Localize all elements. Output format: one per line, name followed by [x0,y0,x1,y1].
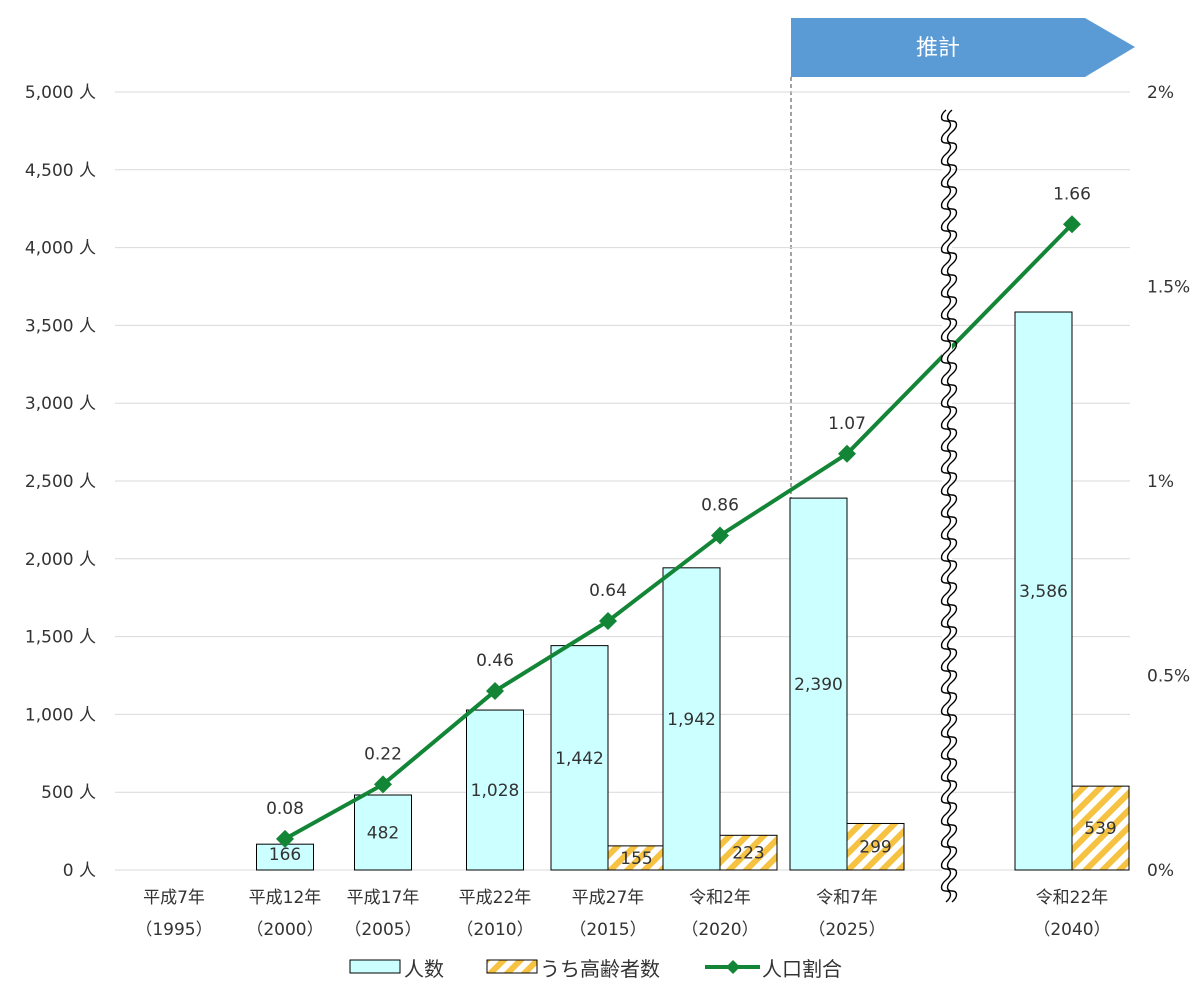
bar-ninzu-label: 1,442 [555,749,604,769]
x-category-year: （2010） [456,920,533,940]
x-category-year: （2020） [681,920,758,940]
line-label: 0.08 [266,799,304,819]
legend-label-ninzu: 人数 [404,957,444,981]
line-marker [486,682,504,701]
x-category-year: （2005） [344,920,421,940]
bar-ninzu [550,645,609,871]
line-marker [276,829,294,848]
bar-koreisha [846,822,905,871]
x-category-label: 令和7年 [816,888,878,908]
x-category-label: 平成27年 [572,888,645,908]
y-right-tick-label: 1% [1147,472,1174,492]
bar-ninzu [256,843,314,871]
line-label: 0.22 [364,744,402,764]
bar-koreisha-label: 155 [620,849,652,869]
x-category-label: 令和22年 [1036,888,1109,908]
x-category-label: 平成22年 [459,888,532,908]
y-right-tick-label: 0% [1147,861,1174,881]
x-category-year: （2040） [1033,920,1110,940]
y-left-tick-label: 500 人 [41,783,96,803]
x-category-year: （2015） [569,920,646,940]
line-marker [374,775,392,794]
legend-swatch-ninzu [349,959,401,974]
y-left-tick-label: 5,000 人 [25,83,96,103]
x-category-year: （2000） [246,920,323,940]
line-label: 0.46 [476,651,514,671]
bar-koreisha-label: 299 [859,838,891,858]
y-left-tick-label: 4,500 人 [25,161,96,181]
y-left-tick-label: 1,000 人 [25,705,96,725]
bar-ninzu [662,567,721,871]
bar-ninzu [354,794,412,871]
bar-koreisha [607,845,666,871]
x-category-year: （2025） [808,920,885,940]
y-left-tick-label: 1,500 人 [25,628,96,648]
line-label: 0.86 [701,495,739,515]
line-marker [838,444,856,463]
x-category-label: 平成12年 [249,888,322,908]
bar-koreisha [719,834,778,871]
line-label: 0.64 [589,581,627,601]
y-right-tick-label: 1.5% [1147,278,1190,298]
legend-label-wariai: 人口割合 [762,957,842,981]
legend-swatch-koreisha [486,959,538,974]
axis-break-line [940,109,952,903]
line-marker [711,526,729,545]
line-label: 1.66 [1053,184,1091,204]
estimate-label: 推計 [916,36,960,61]
bar-ninzu-label: 166 [269,845,301,865]
bar-koreisha [1071,785,1130,871]
bar-ninzu-label: 2,390 [794,675,843,695]
y-left-tick-label: 2,500 人 [25,472,96,492]
y-left-tick-label: 4,000 人 [25,239,96,259]
y-right-tick-label: 0.5% [1147,667,1190,687]
bar-ninzu-label: 3,586 [1019,582,1068,602]
y-left-tick-label: 3,000 人 [25,394,96,414]
y-left-tick-label: 0 人 [63,861,96,881]
y-right-tick-label: 2% [1147,83,1174,103]
x-category-year: （1995） [135,920,212,940]
legend-marker-wariai [726,960,740,974]
bar-ninzu-label: 482 [367,824,399,844]
bar-ninzu [466,709,524,871]
bar-ninzu-label: 1,028 [471,781,520,801]
bar-koreisha-label: 539 [1084,819,1116,839]
axis-break-line [946,109,958,903]
legend-label-koreisha: うち高齢者数 [540,957,660,981]
bar-ninzu [789,497,848,871]
x-category-label: 令和2年 [689,888,751,908]
x-category-label: 平成7年 [143,888,205,908]
bar-ninzu-label: 1,942 [667,710,716,730]
line-marker [1063,215,1081,234]
y-left-tick-label: 3,500 人 [25,316,96,336]
estimate-banner [791,18,1135,77]
line-marker [599,612,617,631]
bar-koreisha-label: 223 [732,844,764,864]
line-label: 1.07 [828,414,866,434]
axis-break-mask [942,108,952,898]
x-category-label: 平成17年 [347,888,420,908]
bar-ninzu [1014,311,1073,871]
y-left-tick-label: 2,000 人 [25,550,96,570]
